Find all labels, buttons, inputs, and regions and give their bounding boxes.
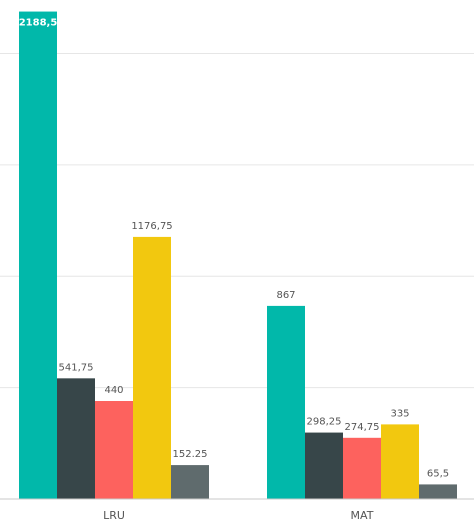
grid-layer — [0, 53, 474, 389]
data-label: 440 — [104, 385, 123, 396]
bar[interactable] — [95, 401, 133, 499]
data-label: 274,75 — [345, 422, 380, 433]
x-axis: LRU MAT — [0, 498, 474, 522]
bar[interactable] — [171, 465, 209, 499]
data-label: 541,75 — [59, 362, 94, 373]
bar[interactable] — [343, 437, 381, 499]
data-label: 1176,75 — [131, 221, 172, 232]
data-label: 2188,5 — [19, 18, 58, 29]
data-label: 298,25 — [307, 417, 342, 428]
data-label: 65,5 — [427, 468, 449, 479]
bar[interactable] — [267, 305, 305, 499]
bar[interactable] — [57, 378, 95, 499]
label-layer: 2188,5 541,75 440 1176,75 152.25 867 298,25 274… — [19, 18, 449, 480]
bar[interactable] — [419, 484, 457, 499]
bar[interactable] — [133, 236, 171, 499]
bar-layer — [19, 11, 457, 499]
data-label: 152.25 — [173, 449, 208, 460]
category-label: LRU — [103, 509, 125, 522]
bar[interactable] — [305, 432, 343, 499]
bar[interactable] — [381, 424, 419, 499]
bar[interactable] — [19, 11, 57, 499]
data-label: 335 — [390, 408, 409, 419]
data-label: 867 — [276, 290, 295, 301]
category-label: MAT — [351, 509, 374, 522]
